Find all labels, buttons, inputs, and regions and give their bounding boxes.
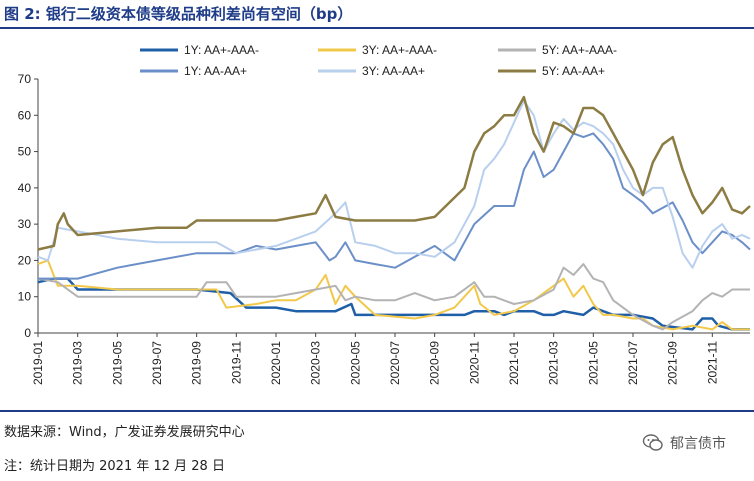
y-tick-label: 60 [18, 108, 32, 122]
legend-label-1: 1Y: AA+-AAA- [184, 43, 259, 57]
spread-line-chart: 0 10 20 30 40 50 60 70 2019-01 2019-03 2019-05 2019… [18, 43, 751, 385]
series-line-4 [38, 132, 751, 280]
x-tick-label: 2021-09 [666, 341, 680, 385]
y-tick-label: 50 [18, 145, 32, 159]
watermark-text: 郁言债市 [670, 436, 726, 452]
data-source-note: 数据来源：Wind，广发证券发展研究中心 [4, 425, 245, 440]
y-tick-label: 70 [18, 72, 32, 86]
series-line-1 [37, 277, 750, 331]
date-note: 注：统计日期为 2021 年 12 月 28 日 [4, 459, 225, 474]
x-tick-label: 2020-09 [428, 341, 442, 385]
legend-label-5: 3Y: AA-AA+ [362, 64, 425, 78]
x-tick-label: 2021-11 [705, 341, 719, 384]
series-line-2 [37, 259, 750, 331]
y-tick-label: 0 [24, 326, 31, 340]
x-tick-label: 2021-05 [586, 341, 600, 385]
y-tick-label: 30 [18, 217, 32, 231]
x-tick-label: 2021-01 [507, 341, 521, 385]
x-tick-label: 2021-07 [626, 341, 640, 385]
y-tick-label: 20 [18, 253, 32, 267]
series-line-5 [37, 99, 751, 269]
legend-label-6: 5Y: AA-AA+ [542, 64, 605, 78]
wechat-icon [642, 434, 663, 451]
x-tick-label: 2019-05 [110, 341, 124, 385]
title-bar: 图 2: 银行二级资本债等级品种利差尚有空间（bp） [0, 0, 754, 29]
x-tick-label: 2020-03 [309, 341, 323, 385]
y-tick-label: 10 [18, 290, 32, 304]
page-title: 图 2: 银行二级资本债等级品种利差尚有空间（bp） [4, 5, 353, 23]
watermark: 郁言债市 [642, 432, 726, 454]
legend-label-3: 5Y: AA+-AAA- [542, 43, 617, 57]
footer-divider [0, 410, 754, 412]
series-line-6 [37, 95, 751, 251]
x-tick-label: 2020-11 [467, 341, 481, 384]
x-tick-label: 2020-05 [348, 341, 362, 385]
legend-label-4: 1Y: AA-AA+ [184, 64, 247, 78]
x-tick-label: 2019-07 [150, 341, 164, 385]
y-tick-label: 40 [18, 181, 32, 195]
x-tick-label: 2019-09 [190, 341, 204, 385]
series-line-3 [37, 263, 750, 331]
x-tick-label: 2020-01 [269, 341, 283, 385]
legend-label-2: 3Y: AA+-AAA- [362, 43, 437, 57]
x-tick-label: 2019-01 [31, 341, 45, 385]
x-tick-label: 2019-11 [229, 341, 243, 384]
x-tick-label: 2019-03 [71, 341, 85, 385]
x-tick-label: 2020-07 [388, 341, 402, 385]
x-tick-label: 2021-03 [547, 341, 561, 385]
